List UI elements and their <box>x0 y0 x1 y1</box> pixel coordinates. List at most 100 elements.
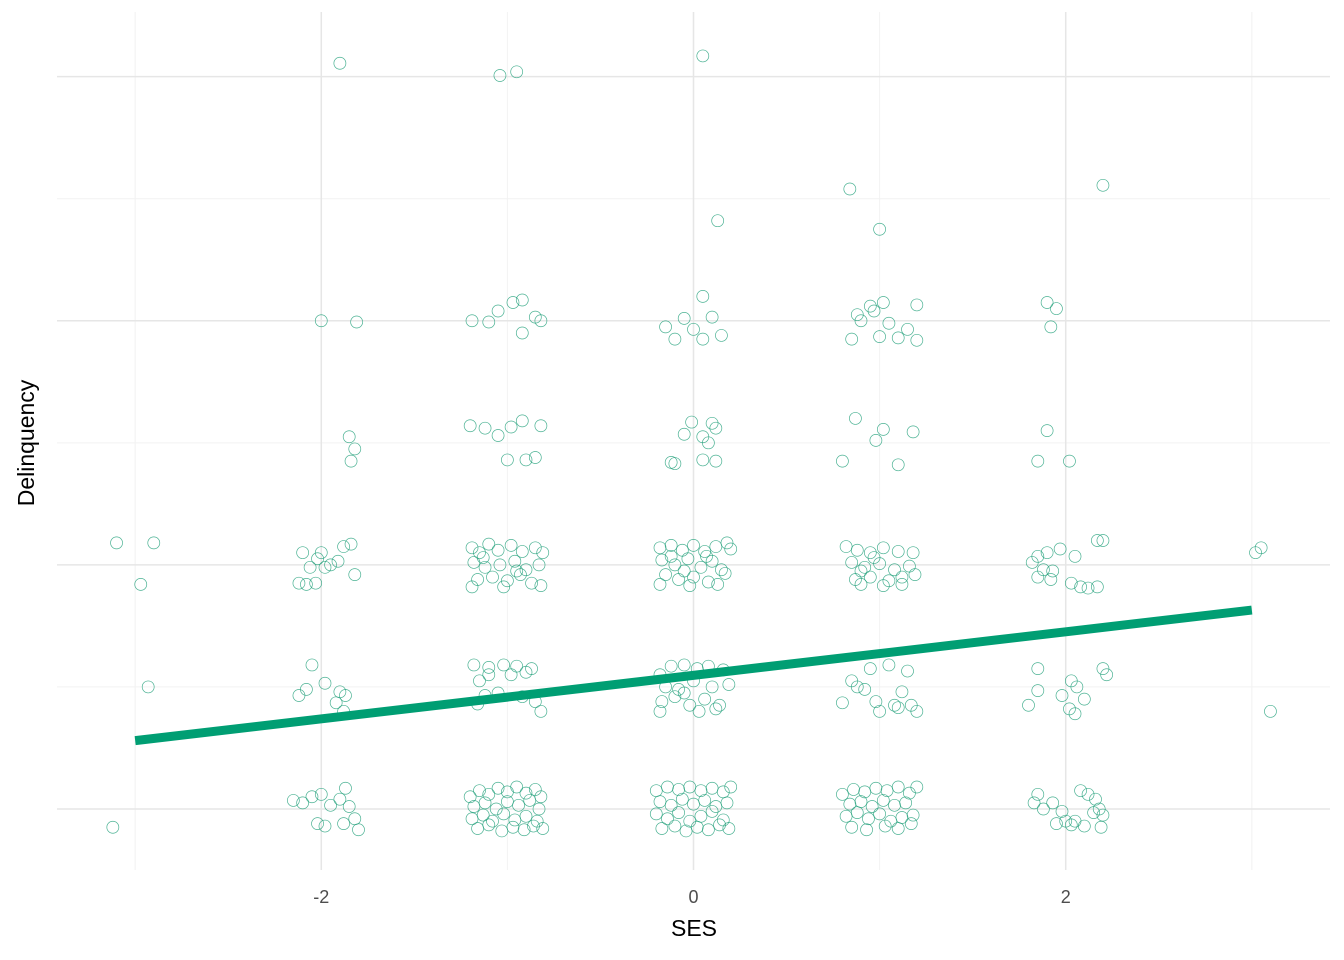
point <box>1077 819 1091 833</box>
point <box>1094 820 1108 834</box>
point <box>300 578 313 591</box>
point <box>532 802 546 816</box>
point <box>705 805 719 818</box>
point <box>698 545 712 558</box>
point <box>876 541 890 555</box>
point <box>895 578 909 591</box>
point <box>1055 689 1069 702</box>
point <box>724 542 738 556</box>
point <box>692 704 706 718</box>
point <box>305 790 319 804</box>
point <box>147 536 161 550</box>
point <box>675 543 689 557</box>
point <box>904 698 918 712</box>
point <box>352 823 365 837</box>
point <box>1031 570 1045 584</box>
point <box>687 322 700 336</box>
point <box>679 824 693 838</box>
point <box>882 574 896 588</box>
point <box>463 790 477 804</box>
point <box>655 695 669 708</box>
point <box>709 702 723 716</box>
point <box>700 549 713 563</box>
point <box>664 539 678 552</box>
point <box>324 558 337 572</box>
point <box>876 794 890 807</box>
point <box>1081 581 1095 595</box>
point <box>467 658 481 672</box>
point <box>493 69 507 82</box>
point <box>895 685 909 699</box>
point <box>702 823 715 837</box>
point <box>303 560 317 574</box>
point <box>329 696 343 710</box>
point <box>517 823 531 837</box>
point <box>873 807 886 821</box>
point <box>863 546 877 560</box>
point <box>910 333 924 347</box>
point <box>506 820 520 834</box>
point <box>858 560 872 574</box>
point <box>655 822 669 835</box>
point <box>659 320 672 334</box>
point <box>287 794 300 807</box>
point <box>339 781 352 795</box>
point <box>1044 320 1058 334</box>
point <box>471 573 484 586</box>
point <box>858 683 872 696</box>
point <box>1055 805 1069 818</box>
point <box>510 65 524 79</box>
point <box>318 676 332 690</box>
point <box>508 813 522 827</box>
point <box>1046 796 1060 810</box>
point <box>465 314 479 328</box>
point <box>661 812 674 826</box>
point <box>333 792 347 806</box>
point <box>1100 668 1114 682</box>
point <box>1081 787 1095 801</box>
point <box>845 820 859 834</box>
point <box>880 784 894 798</box>
point <box>696 290 710 303</box>
point <box>1040 546 1054 560</box>
point <box>854 564 868 578</box>
point <box>888 563 901 577</box>
point <box>876 423 890 436</box>
x-axis-title: SES <box>671 915 717 941</box>
point <box>504 420 518 434</box>
point <box>696 453 710 467</box>
point <box>532 558 546 572</box>
point <box>668 332 682 346</box>
point <box>709 540 723 553</box>
point <box>901 664 914 678</box>
point <box>906 425 920 439</box>
point <box>653 578 667 591</box>
point <box>698 794 712 807</box>
point <box>1254 541 1268 555</box>
point <box>482 787 496 801</box>
point <box>324 798 337 812</box>
point <box>519 453 533 467</box>
point <box>863 570 877 584</box>
point <box>694 809 708 823</box>
point <box>711 214 725 228</box>
point <box>854 314 868 328</box>
point <box>709 421 723 435</box>
point <box>672 683 685 696</box>
point <box>839 540 853 553</box>
point <box>1068 549 1082 563</box>
point <box>134 578 148 591</box>
point <box>110 536 123 550</box>
point <box>1040 424 1054 437</box>
point <box>869 434 883 447</box>
point <box>863 299 877 313</box>
point <box>523 794 537 807</box>
point <box>709 454 723 468</box>
point <box>348 442 362 456</box>
point <box>713 698 726 712</box>
point <box>664 549 678 563</box>
point <box>514 568 527 581</box>
point <box>677 686 691 700</box>
point <box>1074 784 1087 798</box>
point <box>655 553 669 567</box>
